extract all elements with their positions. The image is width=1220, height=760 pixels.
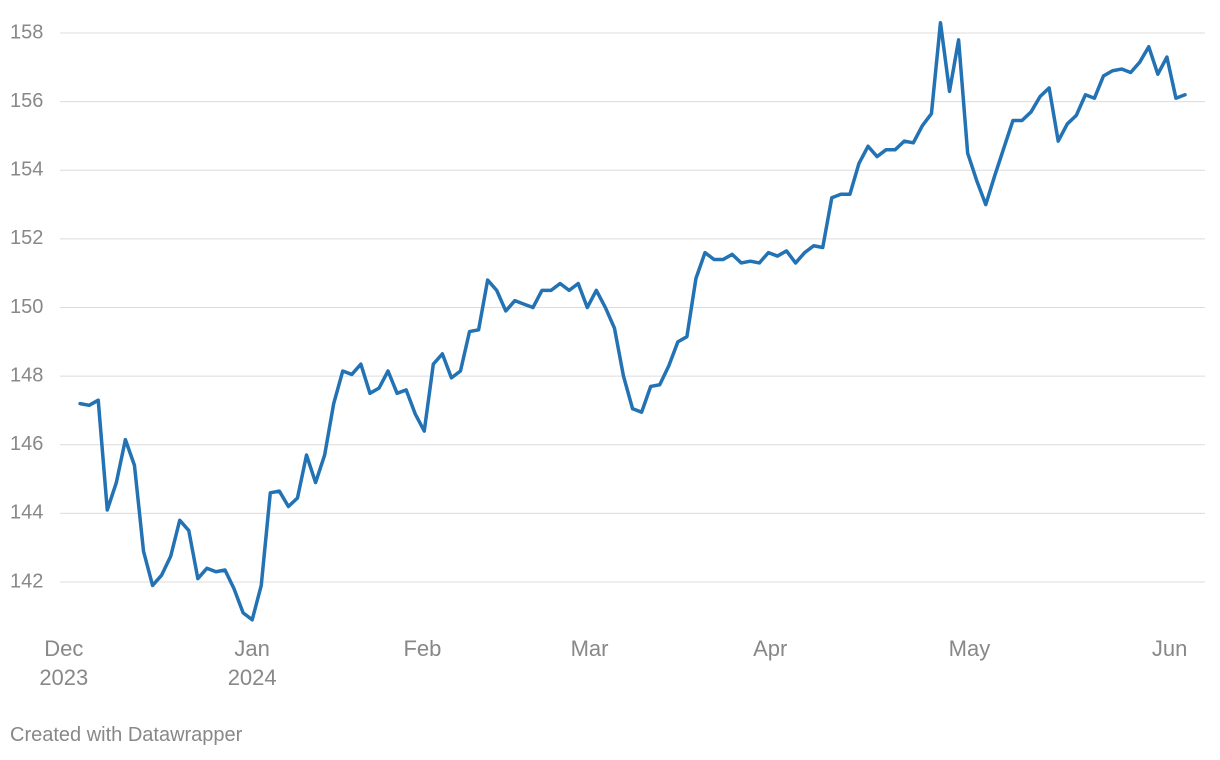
x-tick-label: Mar — [570, 636, 609, 661]
y-tick-label: 152 — [10, 227, 43, 249]
chart: 142 144 146 148 150 152 154 156 158 — [10, 20, 1205, 622]
x-tick-label: Dec 2023 — [39, 636, 89, 690]
y-tick-label: 158 — [10, 21, 43, 43]
x-tick-label: May — [948, 636, 991, 661]
x-tick-label: Apr — [753, 636, 788, 661]
x-tick-label: Jan 2024 — [227, 636, 277, 690]
y-tick-label: 148 — [10, 364, 43, 386]
series-line — [78, 20, 1187, 622]
y-tick-label: 146 — [10, 433, 43, 455]
y-tick-label: 144 — [10, 502, 43, 524]
y-tick-label: 154 — [10, 159, 43, 181]
y-tick-label: 150 — [10, 296, 43, 318]
y-tick-label: 156 — [10, 90, 43, 112]
x-tick-label: Jun — [1151, 636, 1188, 661]
x-tick-label: Feb — [403, 636, 442, 661]
credit: Created with Datawrapper — [10, 724, 243, 746]
y-tick-label: 142 — [10, 570, 43, 592]
